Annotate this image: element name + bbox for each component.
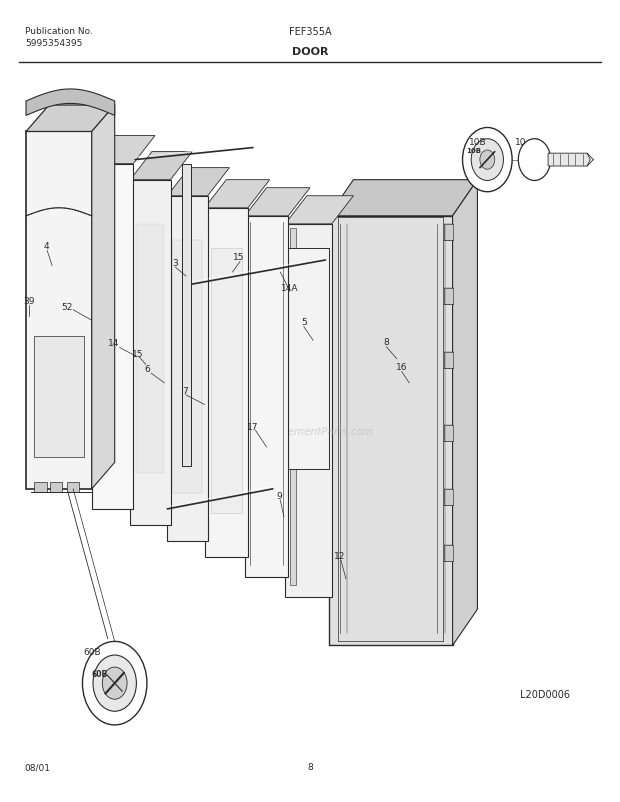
Polygon shape — [167, 196, 208, 541]
Text: 16: 16 — [396, 363, 407, 372]
Polygon shape — [241, 321, 284, 403]
Text: 9: 9 — [276, 491, 282, 500]
Text: 5: 5 — [301, 318, 307, 327]
Polygon shape — [329, 180, 477, 217]
Text: eReplacementParts.com: eReplacementParts.com — [246, 427, 374, 436]
Text: 7: 7 — [182, 386, 188, 395]
Circle shape — [480, 151, 495, 170]
Polygon shape — [34, 483, 46, 492]
Circle shape — [471, 140, 503, 181]
Text: 3: 3 — [172, 258, 178, 268]
Circle shape — [93, 655, 136, 711]
Text: 10B: 10B — [469, 138, 487, 148]
Polygon shape — [245, 188, 310, 217]
Text: 6: 6 — [144, 364, 150, 374]
Polygon shape — [136, 225, 164, 473]
Polygon shape — [50, 483, 62, 492]
Polygon shape — [444, 545, 453, 561]
Text: 8: 8 — [383, 338, 389, 347]
Polygon shape — [92, 164, 133, 509]
Circle shape — [102, 667, 127, 699]
Polygon shape — [167, 168, 229, 196]
Circle shape — [518, 140, 551, 181]
Polygon shape — [548, 154, 590, 167]
Text: 14: 14 — [108, 338, 119, 348]
Text: 14A: 14A — [281, 283, 298, 293]
Polygon shape — [67, 483, 79, 492]
Polygon shape — [444, 489, 453, 505]
Polygon shape — [245, 217, 288, 577]
Text: 8: 8 — [307, 763, 313, 772]
Polygon shape — [130, 180, 170, 525]
Polygon shape — [130, 152, 192, 180]
Text: DOOR: DOOR — [292, 47, 328, 56]
Polygon shape — [92, 106, 115, 489]
Polygon shape — [26, 106, 115, 132]
Text: 10: 10 — [515, 138, 526, 148]
Polygon shape — [453, 180, 477, 646]
Polygon shape — [444, 225, 453, 241]
Text: L20D0006: L20D0006 — [520, 690, 570, 699]
Polygon shape — [444, 353, 453, 369]
Polygon shape — [205, 180, 270, 209]
Polygon shape — [444, 289, 453, 305]
Text: 5995354395: 5995354395 — [25, 38, 82, 47]
Text: 39: 39 — [24, 296, 35, 306]
Text: 4: 4 — [43, 241, 50, 251]
Polygon shape — [26, 132, 92, 489]
Polygon shape — [290, 229, 296, 585]
Polygon shape — [182, 164, 191, 467]
Text: 15: 15 — [132, 350, 143, 359]
Polygon shape — [34, 337, 84, 457]
Text: FEF355A: FEF355A — [289, 27, 331, 37]
Polygon shape — [285, 196, 353, 225]
Text: 10B: 10B — [466, 148, 481, 154]
Polygon shape — [172, 241, 202, 493]
Polygon shape — [285, 225, 332, 597]
Polygon shape — [444, 425, 453, 441]
Polygon shape — [208, 249, 329, 469]
Text: 15: 15 — [233, 253, 244, 262]
Text: 60B: 60B — [92, 669, 108, 678]
Text: 08/01: 08/01 — [25, 763, 51, 772]
Polygon shape — [205, 209, 248, 557]
Text: 52: 52 — [61, 302, 73, 312]
Polygon shape — [329, 217, 453, 646]
Circle shape — [82, 642, 147, 725]
Text: 12: 12 — [334, 551, 345, 561]
Circle shape — [463, 128, 512, 192]
Polygon shape — [92, 136, 155, 164]
Text: 17: 17 — [247, 422, 259, 431]
Text: 60B: 60B — [83, 646, 100, 656]
Text: Publication No.: Publication No. — [25, 27, 92, 36]
Polygon shape — [211, 249, 242, 513]
Polygon shape — [26, 90, 115, 116]
